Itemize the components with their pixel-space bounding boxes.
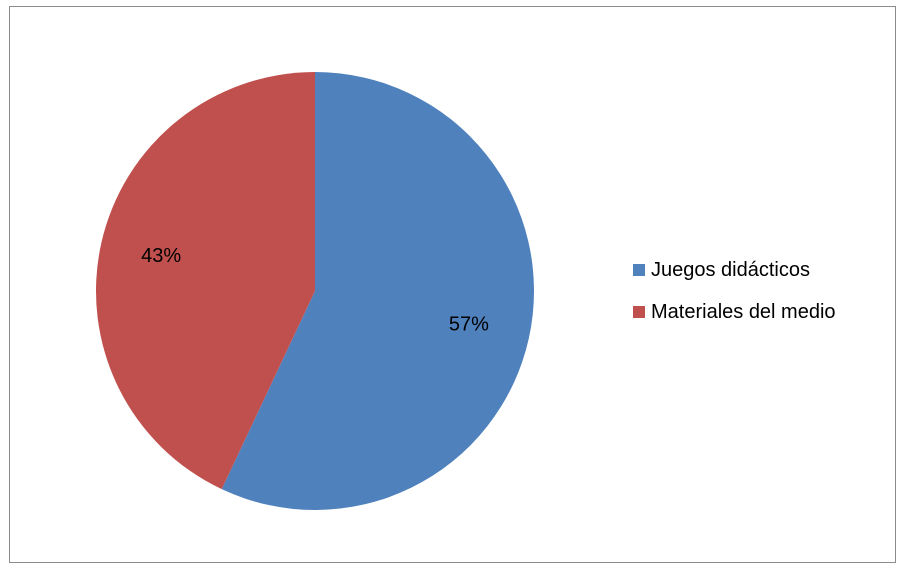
legend-swatch-materiales-del-medio bbox=[633, 306, 645, 318]
pie-slices bbox=[96, 72, 534, 510]
legend-label: Materiales del medio bbox=[651, 300, 836, 323]
pie-slice-materiales-del-medio bbox=[96, 72, 315, 490]
data-label-juegos-didacticos: 57% bbox=[449, 314, 489, 336]
chart-legend: Juegos didácticos Materiales del medio bbox=[633, 256, 836, 340]
legend-item-materiales-del-medio: Materiales del medio bbox=[633, 298, 836, 326]
legend-swatch-juegos-didacticos bbox=[633, 264, 645, 276]
pie-slice-juegos-didacticos bbox=[221, 72, 534, 510]
pie-data-labels: 57% 43% bbox=[141, 245, 489, 336]
data-label-materiales-del-medio: 43% bbox=[141, 245, 181, 267]
legend-label: Juegos didácticos bbox=[651, 258, 810, 281]
legend-item-juegos-didacticos: Juegos didácticos bbox=[633, 256, 836, 284]
